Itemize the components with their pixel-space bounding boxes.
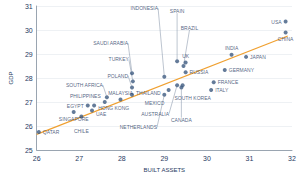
svg-text:UAE: UAE [96,111,107,117]
svg-text:UK: UK [182,53,190,59]
svg-text:USA: USA [271,19,282,25]
svg-text:CHINA: CHINA [278,36,294,42]
svg-text:INDIA: INDIA [225,45,239,51]
svg-text:25: 25 [25,147,33,154]
svg-text:QATAR: QATAR [43,129,60,135]
svg-text:JAPAN: JAPAN [250,54,266,60]
svg-text:RUSSIA: RUSSIA [190,69,209,75]
svg-text:MEXICO: MEXICO [145,100,165,106]
svg-text:CHILE: CHILE [74,128,89,134]
svg-text:PHILIPPINES: PHILIPPINES [70,93,102,99]
svg-text:POLAND: POLAND [107,73,128,79]
svg-text:28: 28 [25,75,33,82]
svg-text:31: 31 [25,3,33,10]
svg-text:32: 32 [288,155,296,162]
svg-text:30: 30 [25,27,33,34]
svg-text:29: 29 [25,51,33,58]
svg-text:27: 27 [25,99,33,106]
svg-text:HONG KONG: HONG KONG [98,105,129,111]
svg-text:28: 28 [118,155,126,162]
svg-text:SPAIN: SPAIN [170,8,185,14]
svg-text:THAILAND: THAILAND [136,90,161,96]
svg-text:26: 26 [25,123,33,130]
svg-text:SAUDI ARABIA: SAUDI ARABIA [93,40,128,46]
svg-text:NETHERLANDS: NETHERLANDS [120,124,158,130]
svg-text:GERMANY: GERMANY [229,67,255,73]
svg-text:MALAYSIA: MALAYSIA [108,90,133,96]
svg-text:27: 27 [75,155,83,162]
svg-text:30: 30 [203,155,211,162]
svg-text:26: 26 [33,155,41,162]
svg-text:SOUTH AFRICA: SOUTH AFRICA [66,82,104,88]
svg-text:TURKEY: TURKEY [109,56,130,62]
svg-text:AUSTRALIA: AUSTRALIA [141,111,169,117]
svg-text:GDP: GDP [8,71,14,84]
svg-text:SOUTH KOREA: SOUTH KOREA [174,95,211,101]
svg-text:INDONESIA: INDONESIA [131,5,159,11]
svg-text:EGYPT: EGYPT [67,103,84,109]
svg-text:29: 29 [160,155,168,162]
svg-text:SINGAPORE: SINGAPORE [59,116,89,122]
svg-text:31: 31 [246,155,254,162]
svg-text:BUILT ASSETS: BUILT ASSETS [144,167,185,173]
svg-text:BRAZIL: BRAZIL [181,25,199,31]
svg-text:FRANCE: FRANCE [218,79,239,85]
svg-text:ITALY: ITALY [215,87,229,93]
svg-text:CANADA: CANADA [171,117,193,123]
